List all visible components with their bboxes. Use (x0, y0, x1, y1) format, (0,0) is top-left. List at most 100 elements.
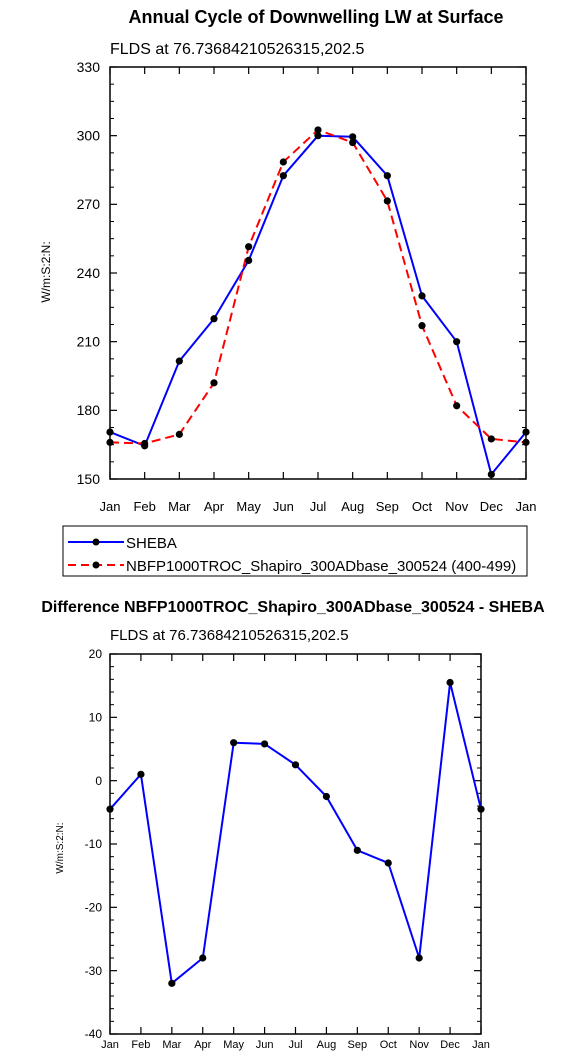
x-tick-label: Jan (101, 1039, 119, 1051)
x-tick-label: Oct (412, 499, 433, 514)
x-tick-label: May (223, 1039, 244, 1051)
data-point-0-0 (106, 428, 114, 436)
data-point-0-5 (279, 172, 287, 180)
legend-marker-sheba (92, 538, 100, 546)
series-line-1 (109, 128, 527, 445)
data-point-0-9 (418, 292, 426, 300)
data-point-0-12 (477, 805, 485, 813)
data-point-0-10 (415, 954, 423, 962)
series-line-0 (109, 681, 482, 985)
data-point-0-5 (260, 740, 269, 748)
data-point-1-7 (349, 138, 357, 147)
x-tick-label: Aug (317, 1039, 337, 1051)
y-tick-label: 0 (95, 774, 102, 788)
data-point-1-11 (487, 435, 495, 443)
y-tick-label: 20 (89, 647, 103, 661)
y-tick-label: 150 (77, 471, 101, 487)
y-tick-label: -40 (85, 1027, 103, 1041)
x-tick-label: Feb (131, 1039, 150, 1051)
y-tick-label: 300 (77, 128, 101, 144)
x-tick-label: Jul (288, 1039, 302, 1051)
data-point-0-4 (245, 256, 253, 265)
x-tick-label: Sep (376, 499, 399, 514)
data-point-0-12 (522, 428, 530, 436)
data-point-0-7 (349, 133, 357, 141)
data-point-1-6 (314, 126, 322, 134)
chart-subtitle: FLDS at 76.73684210526315,202.5 (110, 41, 365, 58)
data-point-1-8 (383, 197, 391, 205)
data-point-1-1 (141, 439, 149, 448)
x-tick-label: Jun (273, 499, 294, 514)
legend-label-nbfp: NBFP1000TROC_Shapiro_300ADbase_300524 (4… (126, 558, 516, 575)
difference-chart: Difference NBFP1000TROC_Shapiro_300ADbas… (41, 599, 545, 1051)
data-point-0-9 (384, 859, 392, 867)
data-point-1-3 (210, 379, 218, 387)
plot-area: -40 -30 -20 -10 0 10 20 Jan Feb Mar Apr May Jun Jul Au… (85, 647, 490, 1051)
series-marks (106, 126, 530, 479)
y-axis-label: W/m:S:2:N: (55, 822, 66, 873)
x-tick-label: Apr (194, 1039, 211, 1051)
y-tick-label: 10 (89, 711, 103, 725)
data-point-1-10 (453, 402, 461, 410)
data-point-0-7 (322, 792, 331, 801)
data-point-1-0 (106, 438, 114, 446)
x-tick-label: Mar (168, 499, 191, 514)
data-point-0-2 (168, 979, 176, 987)
data-point-0-4 (230, 739, 238, 747)
x-tick-label: Nov (445, 499, 469, 514)
legend-box (62, 525, 528, 577)
x-tick-label: Jun (256, 1039, 274, 1051)
data-point-0-0 (106, 805, 114, 813)
x-tick-label: Jan (516, 499, 537, 514)
y-tick-label: 180 (77, 402, 101, 418)
legend: SHEBA NBFP1000TROC_Shapiro_300ADbase_300… (62, 525, 528, 577)
y-tick-label: 270 (77, 196, 101, 212)
y-tick-label: 240 (77, 265, 101, 281)
data-point-0-11 (446, 678, 454, 687)
x-tick-label: Aug (341, 499, 364, 514)
plot-frame (109, 653, 482, 1035)
y-tick-label: -10 (85, 837, 103, 851)
x-tick-label: Mar (162, 1039, 181, 1051)
y-axis-label: W/m:S:2:N: (39, 241, 53, 302)
plot-area: 150 180 210 240 270 300 330 Jan Feb Mar Apr May Jun J… (77, 59, 537, 514)
data-point-1-9 (418, 322, 426, 330)
data-point-1-12 (522, 438, 530, 446)
x-tick-label: Dec (440, 1039, 460, 1051)
y-tick-label: 210 (77, 334, 101, 350)
series-line-0 (109, 134, 527, 476)
x-tick-label: Jan (100, 499, 121, 514)
data-point-1-4 (245, 243, 253, 251)
data-point-1-2 (175, 430, 183, 438)
x-tick-label: Feb (133, 499, 155, 514)
data-point-0-3 (199, 954, 207, 962)
x-tick-label: Nov (409, 1039, 429, 1051)
chart-title: Difference NBFP1000TROC_Shapiro_300ADbas… (41, 599, 545, 616)
data-point-0-8 (353, 846, 361, 854)
data-point-0-3 (210, 315, 218, 323)
x-tick-label: Dec (480, 499, 504, 514)
x-tick-label: Oct (380, 1039, 397, 1051)
x-tick-label: Sep (348, 1039, 368, 1051)
x-tick-label: Jan (472, 1039, 490, 1051)
data-point-1-5 (279, 158, 287, 166)
x-tick-label: Apr (204, 499, 225, 514)
data-point-0-11 (487, 470, 495, 479)
y-tick-label: -20 (85, 901, 103, 915)
data-point-0-2 (175, 357, 183, 365)
legend-marker-nbfp (92, 561, 100, 569)
legend-label-sheba: SHEBA (126, 535, 177, 552)
y-tick-label: 330 (77, 59, 101, 75)
data-point-0-1 (137, 770, 145, 778)
series-marks (106, 678, 485, 987)
x-tick-label: Jul (310, 499, 327, 514)
data-point-0-8 (383, 172, 391, 180)
annual-cycle-chart: Annual Cycle of Downwelling LW at Surfac… (39, 7, 536, 514)
data-point-0-6 (314, 132, 322, 140)
data-point-0-6 (291, 761, 300, 769)
x-tick-label: May (236, 499, 261, 514)
data-point-0-10 (453, 338, 461, 346)
chart-subtitle: FLDS at 76.73684210526315,202.5 (110, 627, 349, 644)
y-tick-label: -30 (85, 964, 103, 978)
